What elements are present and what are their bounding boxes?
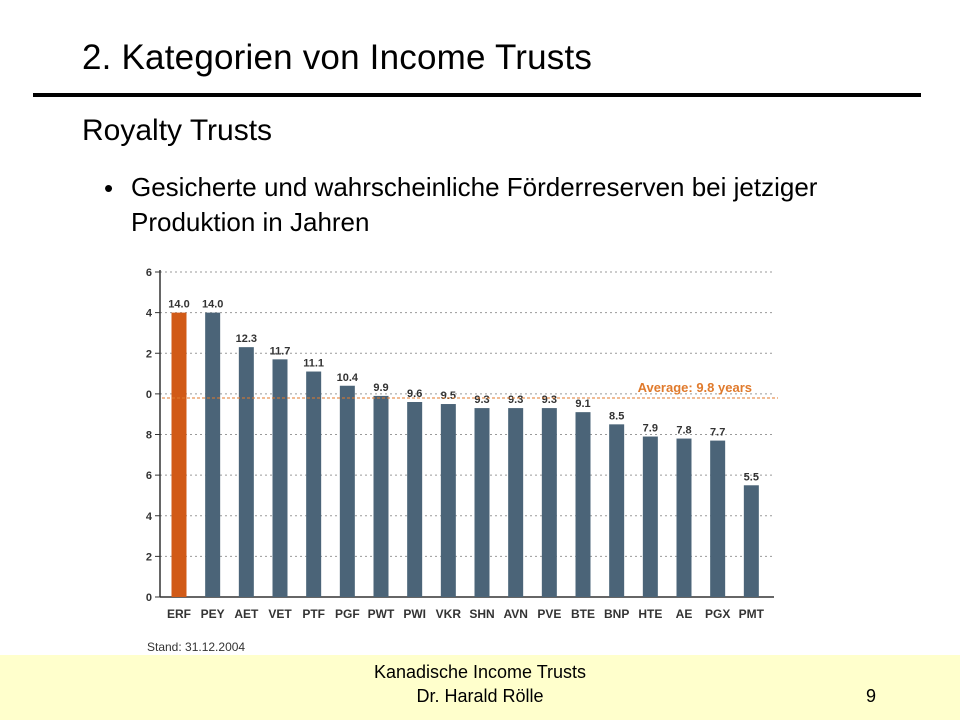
x-tick-label: HTE — [638, 607, 662, 621]
bar — [272, 359, 288, 597]
data-label: 8.5 — [609, 410, 624, 422]
data-label: 9.6 — [407, 388, 422, 400]
bar — [508, 408, 524, 597]
footer-title: Kanadische Income Trusts — [373, 662, 587, 682]
footer-band — [0, 655, 960, 720]
x-tick-label: PVE — [537, 607, 561, 621]
x-tick-label: PMT — [739, 607, 765, 621]
x-tick-label: PEY — [201, 607, 225, 621]
data-label: 7.8 — [676, 425, 691, 437]
bullet-icon: • — [104, 173, 114, 203]
y-tick-label: 6 — [146, 267, 152, 279]
title-divider — [33, 93, 921, 97]
data-label: 9.1 — [575, 398, 590, 410]
y-tick-label: 8 — [146, 430, 152, 442]
x-tick-label: PTF — [302, 607, 325, 621]
x-tick-label: AVN — [503, 607, 527, 621]
data-label: 14.0 — [202, 299, 223, 311]
bar — [609, 424, 625, 597]
y-tick-label: 0 — [146, 592, 152, 604]
bar — [171, 312, 187, 597]
x-tick-label: PWI — [403, 607, 426, 621]
data-label: 9.9 — [373, 382, 388, 394]
bar — [575, 412, 591, 597]
y-tick-label: 2 — [146, 551, 152, 563]
average-label: Average: 9.8 years — [638, 380, 752, 395]
x-tick-label: AET — [234, 607, 259, 621]
x-tick-label: AE — [676, 607, 693, 621]
y-tick-label: 2 — [146, 348, 152, 360]
bar — [306, 371, 322, 597]
data-label: 11.7 — [270, 345, 291, 357]
y-tick-label: 6 — [146, 470, 152, 482]
bar — [541, 408, 557, 597]
data-label: 9.3 — [542, 394, 557, 406]
data-label: 7.9 — [643, 423, 658, 435]
x-tick-label: PGX — [705, 607, 730, 621]
footer-author: Dr. Harald Rölle — [416, 686, 544, 706]
x-tick-label: PGF — [335, 607, 360, 621]
slide-subtitle: Royalty Trusts — [82, 114, 273, 147]
bar — [238, 347, 254, 597]
x-tick-label: BNP — [604, 607, 629, 621]
bar — [440, 404, 456, 597]
data-label: 9.5 — [441, 390, 456, 402]
page-number: 9 — [866, 686, 877, 706]
bullet-text: Gesicherte und wahrscheinliche Förderres… — [131, 172, 818, 237]
data-label: 14.0 — [168, 299, 189, 311]
x-tick-label: VET — [268, 607, 292, 621]
data-label: 5.5 — [744, 471, 759, 483]
bar — [474, 408, 490, 597]
bar — [642, 436, 658, 597]
data-label: 11.1 — [303, 358, 324, 370]
x-tick-label: VKR — [436, 607, 462, 621]
slide-title: 2. Kategorien von Income Trusts — [82, 38, 593, 77]
bar — [710, 440, 726, 597]
x-tick-label: SHN — [469, 607, 494, 621]
data-label: 10.4 — [337, 372, 359, 384]
bar — [339, 385, 355, 597]
chart-note: Stand: 31.12.2004 — [147, 640, 245, 654]
bar — [743, 485, 759, 597]
data-label: 9.3 — [508, 394, 523, 406]
x-tick-label: BTE — [571, 607, 595, 621]
bar — [676, 438, 692, 597]
x-tick-label: PWT — [368, 607, 395, 621]
bar — [205, 312, 221, 597]
y-tick-label: 0 — [146, 389, 152, 401]
y-tick-label: 4 — [146, 511, 153, 523]
y-tick-label: 4 — [146, 308, 153, 320]
data-label: 12.3 — [236, 333, 257, 345]
bar — [407, 402, 423, 597]
data-label: 9.3 — [474, 394, 489, 406]
bar — [373, 395, 389, 597]
x-tick-label: ERF — [167, 607, 191, 621]
data-label: 7.7 — [710, 427, 725, 439]
